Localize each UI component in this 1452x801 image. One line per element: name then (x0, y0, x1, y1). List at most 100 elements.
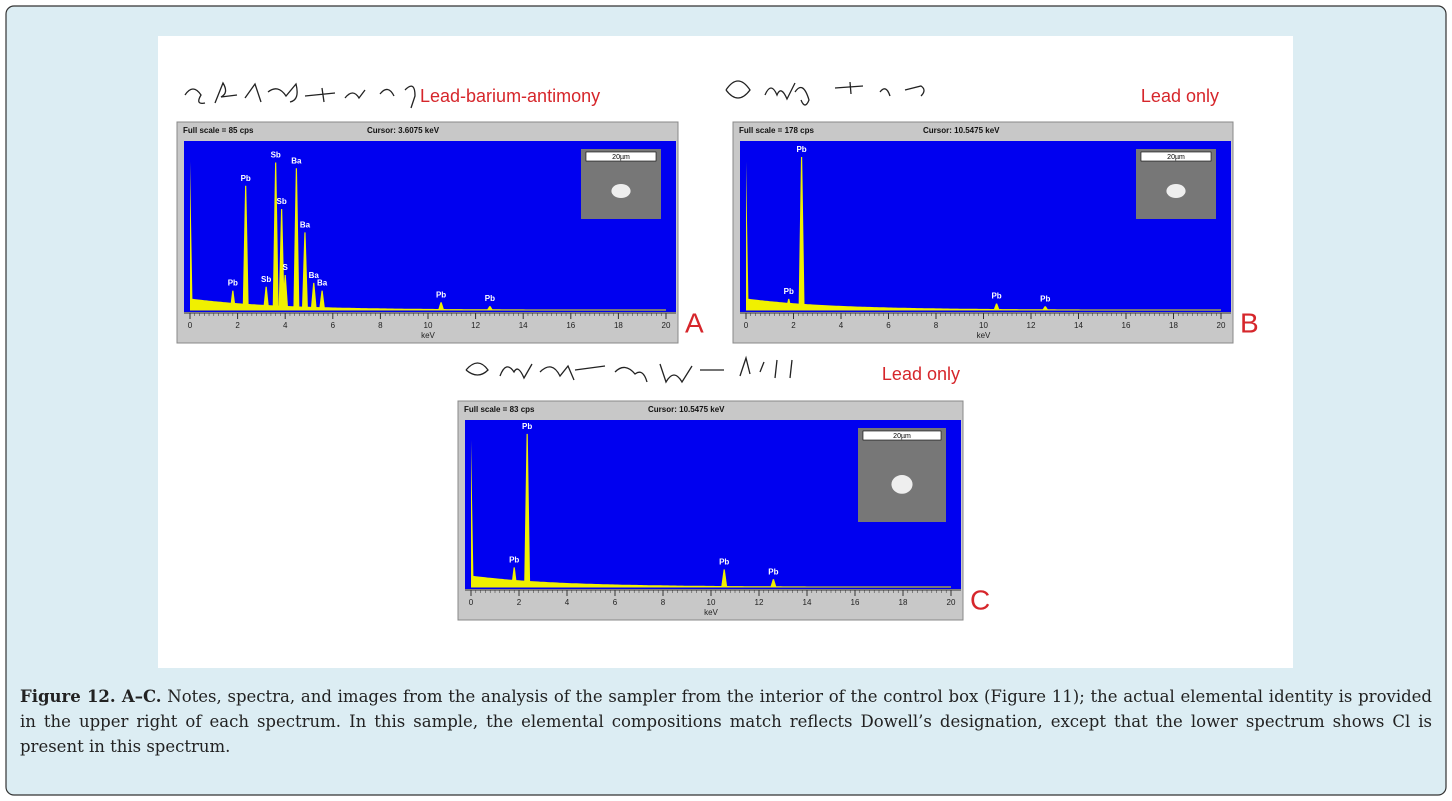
caption-text: Notes, spectra, and images from the anal… (20, 687, 1432, 756)
caption: Figure 12. A–C. Notes, spectra, and imag… (20, 684, 1432, 759)
peak-label: Pb (784, 287, 794, 296)
x-tick-label: 20 (1217, 321, 1226, 330)
peak-label: Ba (309, 271, 320, 280)
peak-label: Sb (277, 197, 287, 206)
x-tick-label: 4 (565, 598, 570, 607)
scale-bar-box (862, 430, 942, 441)
peak (770, 579, 777, 587)
peak-label: Pb (768, 567, 778, 576)
x-tick-label: 6 (886, 321, 891, 330)
scale-bar-label: 20µm (1167, 154, 1185, 161)
x-tick-label: 6 (613, 598, 618, 607)
x-tick-label: 12 (1027, 321, 1036, 330)
caption-label: Figure 12. A–C. (20, 687, 162, 706)
peak-label: Pb (796, 145, 806, 154)
x-tick-label: 16 (566, 321, 575, 330)
peak-label: S (283, 263, 289, 272)
scale-bar-box (1140, 151, 1212, 162)
peak-label: Pb (509, 555, 519, 564)
peak (785, 298, 792, 310)
x-tick-label: 4 (839, 321, 844, 330)
peak-label: Sb (261, 275, 271, 284)
x-tick-label: 10 (424, 321, 433, 330)
peak-label: Ba (317, 279, 328, 288)
peak (438, 302, 445, 310)
full-scale: Full scale = 83 cps (464, 405, 535, 414)
peak-label: Pb (228, 279, 238, 288)
peak-label: Pb (522, 422, 532, 431)
peak-label: Ba (300, 220, 311, 229)
x-tick-label: 6 (331, 321, 336, 330)
peak-label: Ba (291, 156, 302, 165)
panel-letter: B (1240, 307, 1259, 338)
x-tick-label: 18 (899, 598, 908, 607)
peak-label: Pb (436, 290, 446, 299)
x-tick-label: 8 (934, 321, 939, 330)
peak (282, 275, 289, 310)
x-tick-label: 16 (1122, 321, 1131, 330)
x-tick-label: 14 (519, 321, 528, 330)
x-axis-label: keV (704, 608, 718, 617)
peak (263, 286, 270, 310)
x-tick-label: 10 (707, 598, 716, 607)
x-tick-label: 14 (1074, 321, 1083, 330)
peak (1042, 306, 1049, 310)
x-tick-label: 20 (662, 321, 671, 330)
sem-particle (1166, 184, 1186, 198)
x-tick-label: 16 (851, 598, 860, 607)
peak-label: Pb (1040, 294, 1050, 303)
spectrum-panel: Full scale = 178 cps Cursor: 10.5475 keV P… (732, 86, 1259, 344)
x-tick-label: 0 (744, 321, 749, 330)
x-tick-label: 4 (283, 321, 288, 330)
peak (993, 303, 1000, 310)
scale-bar-label: 20µm (893, 433, 911, 440)
sem-particle (611, 184, 631, 198)
panel-note: Lead-barium-antimony (420, 86, 600, 106)
peak-label: Pb (485, 294, 495, 303)
peak (310, 282, 317, 310)
x-tick-label: 14 (803, 598, 812, 607)
peak (798, 157, 805, 310)
x-tick-label: 12 (471, 321, 480, 330)
peak (272, 162, 279, 310)
peak-label: Pb (991, 292, 1001, 301)
x-tick-label: 2 (791, 321, 796, 330)
peak (293, 168, 300, 310)
peak (486, 306, 493, 310)
handwriting (184, 80, 925, 384)
full-scale: Full scale = 85 cps (183, 126, 254, 135)
peak (319, 290, 326, 310)
x-tick-label: 2 (235, 321, 240, 330)
cursor: Cursor: 10.5475 keV (648, 405, 725, 414)
panel-letter: C (970, 584, 990, 615)
panel-note: Lead only (882, 364, 960, 384)
scale-bar-box (585, 151, 657, 162)
sem-particle (891, 475, 913, 494)
peak (242, 185, 249, 310)
panel-note: Lead only (1141, 86, 1219, 106)
full-scale: Full scale = 178 cps (739, 126, 814, 135)
x-tick-label: 2 (517, 598, 522, 607)
x-axis-label: keV (421, 331, 435, 340)
panel-letter: A (685, 307, 704, 338)
x-tick-label: 18 (614, 321, 623, 330)
cursor: Cursor: 3.6075 keV (367, 126, 440, 135)
peak-label: Pb (719, 557, 729, 566)
spectrum-panel: Full scale = 83 cps Cursor: 10.5475 keV Pb… (457, 364, 990, 621)
x-tick-label: 18 (1169, 321, 1178, 330)
cursor: Cursor: 10.5475 keV (923, 126, 1000, 135)
peak (511, 567, 518, 587)
x-tick-label: 0 (469, 598, 474, 607)
x-tick-label: 8 (661, 598, 666, 607)
peak-label: Sb (271, 151, 281, 160)
x-tick-label: 20 (947, 598, 956, 607)
spectrum-panel: Full scale = 85 cps Cursor: 3.6075 keV Pb S… (176, 86, 704, 344)
x-tick-label: 12 (755, 598, 764, 607)
x-tick-label: 10 (979, 321, 988, 330)
x-axis-label: keV (977, 331, 991, 340)
peak (278, 209, 285, 310)
peak (721, 569, 728, 587)
x-tick-label: 8 (378, 321, 383, 330)
peak (301, 232, 308, 310)
